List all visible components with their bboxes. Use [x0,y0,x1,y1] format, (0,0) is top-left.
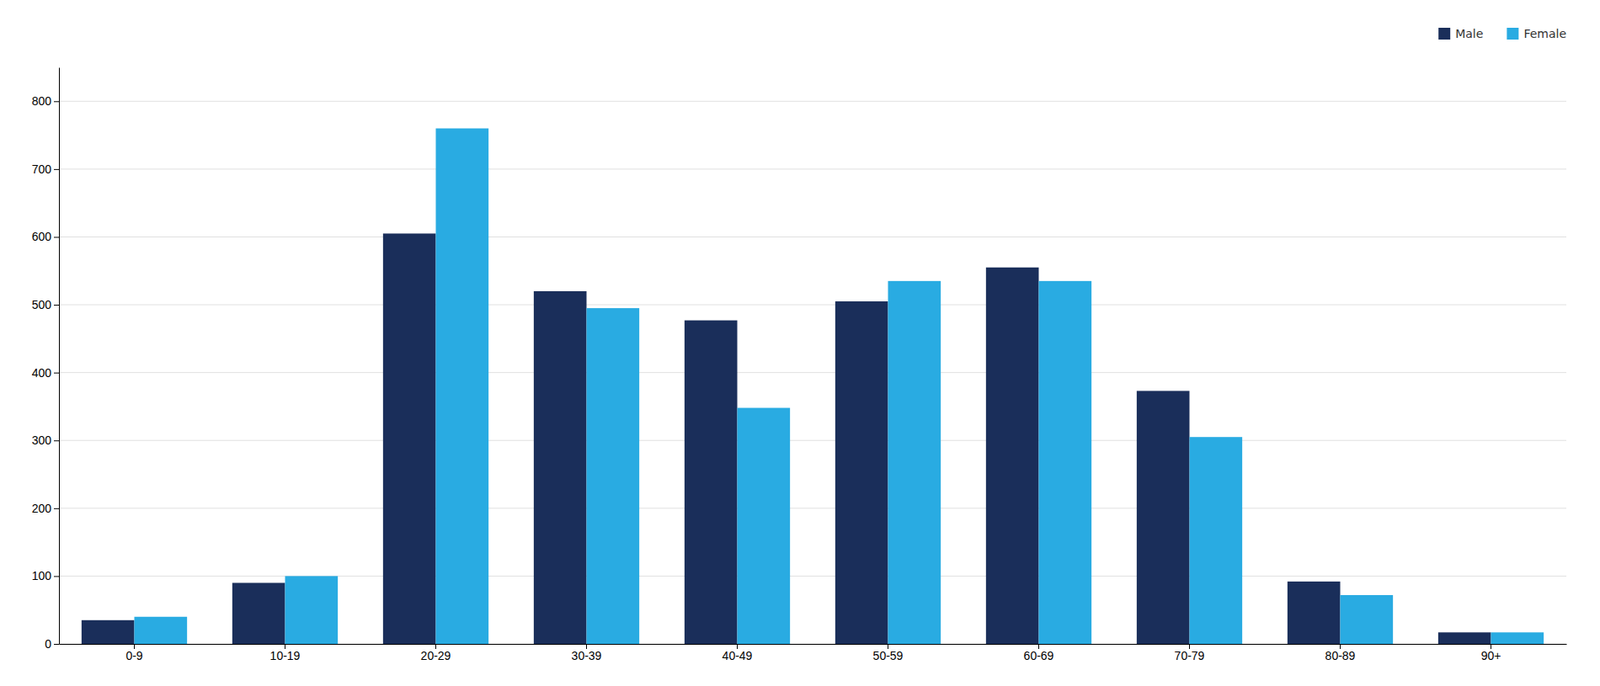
y-tick: 600 [32,229,59,244]
y-tick-label: 400 [32,366,53,380]
y-tick-mark [53,304,59,306]
bar [1039,281,1093,645]
plot: 0 100 200 300 400 500 600 700 800 0-9 10-19 20-29 30… [32,68,1568,663]
x-tick-label: 50-59 [873,649,904,663]
y-tick-mark [53,169,59,171]
legend: Male Female [1438,26,1567,41]
bar [232,582,286,645]
bar [285,576,339,645]
y-tick-mark [53,236,59,238]
y-tick-label: 700 [32,162,53,176]
bar [134,617,188,645]
bar [81,620,135,645]
y-tick: 400 [32,366,59,380]
y-tick-mark [53,440,59,442]
y-tick-mark [53,373,59,374]
y-tick: 800 [32,94,59,108]
bar [1136,390,1190,645]
grid-line [58,372,1567,374]
bar [533,291,587,645]
x-tick-label: 90+ [1481,649,1502,663]
bar [888,281,942,645]
x-tick-label: 20-29 [421,649,452,663]
y-tick-mark [53,101,59,102]
x-tick: 70-79 [1174,644,1206,663]
y-tick-label: 200 [32,501,53,516]
grid-line [58,304,1567,306]
x-tick-label: 40-49 [722,649,753,663]
y-tick: 0 [44,637,59,651]
x-tick-label: 70-79 [1174,649,1206,663]
grid-line [58,168,1567,170]
y-tick: 300 [32,433,59,448]
legend-item: Female [1506,26,1567,41]
y-tick: 200 [32,501,59,516]
x-tick: 10-19 [270,644,301,663]
bar [737,408,791,645]
x-axis: 0-9 10-19 20-29 30-39 40-49 50-59 60-69 70-79 80… [59,644,1568,663]
bar [684,320,738,645]
bar [986,267,1040,645]
series [134,128,1545,645]
y-tick-label: 800 [32,94,53,108]
y-axis: 0 100 200 300 400 500 600 700 800 [32,68,60,651]
bar [1287,581,1341,645]
chart: 0 100 200 300 400 500 600 700 800 0-9 10-19 20-29 30… [0,0,1600,686]
x-tick-label: 60-69 [1024,649,1055,663]
bars [81,128,1544,645]
series [81,233,1492,645]
y-tick-mark [53,576,59,577]
x-tick: 60-69 [1024,644,1055,663]
x-tick-label: 80-89 [1325,649,1356,663]
bar [1189,437,1243,645]
grid-line [58,101,1567,102]
bar [1340,595,1394,645]
grid-line [58,440,1567,442]
legend-label: Female [1523,26,1567,41]
x-tick-label: 0-9 [125,649,143,663]
legend-swatch [1438,27,1451,40]
grid [58,101,1567,645]
y-tick-label: 0 [44,637,52,651]
bar [383,233,437,645]
y-tick-label: 500 [32,298,53,312]
y-tick: 700 [32,162,59,176]
legend-swatch [1506,27,1519,40]
grid-line [58,236,1567,238]
bar [1438,632,1492,645]
x-tick: 20-29 [421,644,452,663]
x-tick: 0-9 [125,644,143,663]
legend-label: Male [1455,26,1483,41]
bar [835,301,889,645]
x-tick-label: 10-19 [270,649,301,663]
grid-line [58,507,1567,509]
y-tick-label: 300 [32,433,53,448]
y-tick: 100 [32,569,59,583]
x-tick: 30-39 [571,644,603,663]
x-tick: 80-89 [1325,644,1356,663]
bar [586,308,640,645]
y-axis-line [58,68,60,646]
legend-item: Male [1438,26,1483,41]
x-tick: 90+ [1481,644,1502,663]
x-tick: 40-49 [722,644,753,663]
y-tick-label: 100 [32,569,53,583]
y-tick: 500 [32,298,59,312]
x-tick: 50-59 [873,644,904,663]
bar [436,128,490,645]
y-tick-mark [53,508,59,510]
y-tick-mark [53,644,59,646]
y-tick-label: 600 [32,229,53,244]
x-tick-label: 30-39 [571,649,603,663]
bar [1491,632,1545,645]
